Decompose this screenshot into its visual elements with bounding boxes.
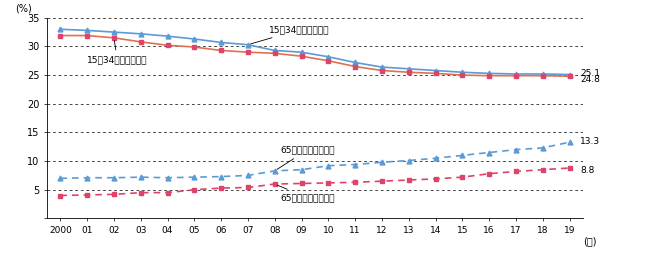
Text: (年): (年): [583, 236, 596, 246]
Text: 15～34歳（製造業）: 15～34歳（製造業）: [87, 41, 147, 65]
Text: 65歳以上（全産業）: 65歳以上（全産業）: [277, 146, 334, 169]
Text: (%): (%): [15, 4, 31, 14]
Text: 24.8: 24.8: [580, 75, 600, 84]
Text: 65歳以上（製造業）: 65歳以上（製造業）: [277, 185, 334, 202]
Text: 8.8: 8.8: [580, 166, 594, 175]
Text: 13.3: 13.3: [580, 137, 600, 146]
Text: 15～34歳（全産業）: 15～34歳（全産業）: [251, 25, 330, 44]
Text: 25.1: 25.1: [580, 69, 600, 78]
